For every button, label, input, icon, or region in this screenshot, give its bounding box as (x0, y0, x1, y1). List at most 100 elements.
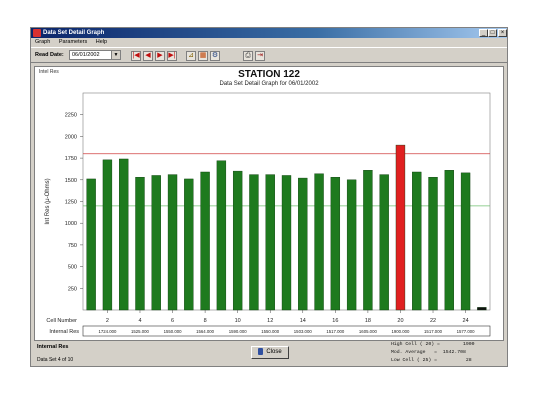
y-tick-label: 500 (68, 265, 77, 271)
value-row-box (82, 325, 491, 337)
x-tick-label: 22 (430, 318, 436, 324)
bar (232, 170, 243, 311)
x-tick-label: 24 (463, 318, 469, 324)
chart-title: STATION 122 (238, 69, 300, 80)
y-tick-label: 2000 (65, 134, 77, 140)
x-tick-label: 4 (138, 318, 141, 324)
next-record-button[interactable]: ▶ (155, 51, 165, 61)
bar (249, 174, 259, 311)
value-row-cell: 1517.000 (326, 329, 345, 334)
app-icon (33, 29, 41, 37)
maximize-button[interactable]: □ (488, 29, 497, 37)
title-bar: Data Set Detail Graph _ □ × (31, 28, 507, 38)
value-row-label: Internal Res (49, 329, 79, 335)
x-tick-label: 20 (397, 318, 403, 324)
bar (265, 174, 275, 311)
x-tick-label: 6 (171, 318, 174, 324)
x-tick-label: 2 (106, 318, 109, 324)
value-row-cell: 1724.000 (98, 329, 117, 334)
last-record-button[interactable]: ▶| (167, 51, 177, 61)
y-tick-label: 750 (68, 243, 77, 249)
bar (412, 171, 422, 311)
x-axis-label: Cell Number (46, 318, 77, 324)
value-row-cell: 1503.000 (294, 329, 313, 334)
bar (298, 177, 308, 311)
chart-subtitle: Data Set Detail Graph for 06/01/2002 (219, 81, 319, 87)
bar (379, 174, 389, 311)
value-row-cell: 1550.000 (261, 329, 280, 334)
value-row-cell: 1605.000 (359, 329, 378, 334)
x-tick-label: 12 (267, 318, 273, 324)
y-axis-label: Int Res (μ-Ohms) (45, 178, 51, 224)
bar (102, 159, 113, 311)
export-icon[interactable]: ⇥ (255, 51, 265, 61)
bar (395, 144, 406, 311)
chart-panel: Intel Res STATION 122 Data Set Detail Gr… (34, 66, 504, 341)
y-tick-label: 2250 (65, 113, 77, 119)
value-row-cell: 1590.000 (229, 329, 248, 334)
bar (477, 307, 487, 311)
bar (119, 158, 129, 311)
bar (184, 178, 194, 311)
window-title: Data Set Detail Graph (43, 30, 105, 36)
close-button-label: Close (266, 349, 282, 355)
first-record-button[interactable]: |◀ (131, 51, 141, 61)
door-icon (258, 347, 264, 355)
y-tick-label: 1000 (65, 221, 77, 227)
value-row-cell: 1564.000 (196, 329, 215, 334)
graph-options-icon[interactable]: ⊿ (186, 51, 196, 61)
y-tick-label: 1250 (65, 200, 77, 206)
settings-icon[interactable]: ⚙ (210, 51, 220, 61)
y-tick-label: 1500 (65, 178, 77, 184)
high-cell-stat: High Cell ( 20) = 1900 (391, 342, 475, 347)
low-cell-stat: Low Cell ( 25) = 28 (391, 358, 472, 363)
toolbar: Read Date: 06/01/2002 ▼ |◀ ◀ ▶ ▶| ⊿ ▦ ⚙ … (31, 47, 507, 63)
read-date-select[interactable]: 06/01/2002 ▼ (69, 50, 121, 60)
x-tick-label: 10 (235, 318, 241, 324)
print-icon[interactable]: ⎙ (243, 51, 253, 61)
menu-parameters[interactable]: Parameters (58, 39, 88, 45)
chevron-down-icon[interactable]: ▼ (111, 51, 120, 59)
minimize-button[interactable]: _ (479, 29, 488, 37)
bar (86, 178, 96, 311)
x-tick-label: 16 (332, 318, 338, 324)
bar (330, 176, 341, 311)
close-button[interactable]: Close (251, 346, 289, 359)
y-tick-label: 1750 (65, 156, 77, 162)
value-row-cell: 1577.000 (457, 329, 476, 334)
menu-bar: Graph Parameters Help (31, 38, 507, 47)
x-tick-label: 14 (300, 318, 306, 324)
x-tick-label: 18 (365, 318, 371, 324)
menu-graph[interactable]: Graph (35, 39, 51, 45)
bar-chart: 250 500 750 1000 1250 1500 1750 2000 2250 Int Res… (45, 92, 491, 337)
bar (460, 172, 471, 311)
bar (167, 174, 178, 311)
bar (428, 176, 438, 311)
close-window-button[interactable]: × (498, 29, 507, 37)
internal-res-label: Internal Res (37, 344, 69, 350)
value-row-cell: 1525.000 (131, 329, 150, 334)
value-row-cell: 1900.000 (391, 329, 410, 334)
bar (346, 179, 357, 311)
footer-panel: Internal Res Data Set 4 of 10 Close High… (31, 341, 507, 367)
read-date-label: Read Date: (35, 52, 64, 58)
table-view-icon[interactable]: ▦ (198, 51, 208, 61)
record-counter: Data Set 4 of 10 (37, 357, 74, 363)
bar (281, 175, 292, 311)
bar (444, 170, 454, 311)
prev-record-button[interactable]: ◀ (143, 51, 153, 61)
value-row-cell: 1550.000 (164, 329, 183, 334)
x-tick-label: 8 (204, 318, 207, 324)
bar (135, 176, 145, 311)
bar (200, 171, 210, 311)
bar (363, 170, 373, 311)
value-row-cell: 1517.000 (424, 329, 443, 334)
mod-average-stat: Mod. Average = 1542.708 (391, 350, 466, 355)
app-window: Data Set Detail Graph _ □ × Graph Parame… (30, 27, 508, 367)
menu-help[interactable]: Help (95, 39, 108, 45)
y-tick-label: 250 (68, 286, 77, 292)
view-label: Intel Res (39, 69, 59, 75)
bar (314, 173, 324, 311)
bar (216, 160, 227, 311)
bar (151, 175, 161, 311)
